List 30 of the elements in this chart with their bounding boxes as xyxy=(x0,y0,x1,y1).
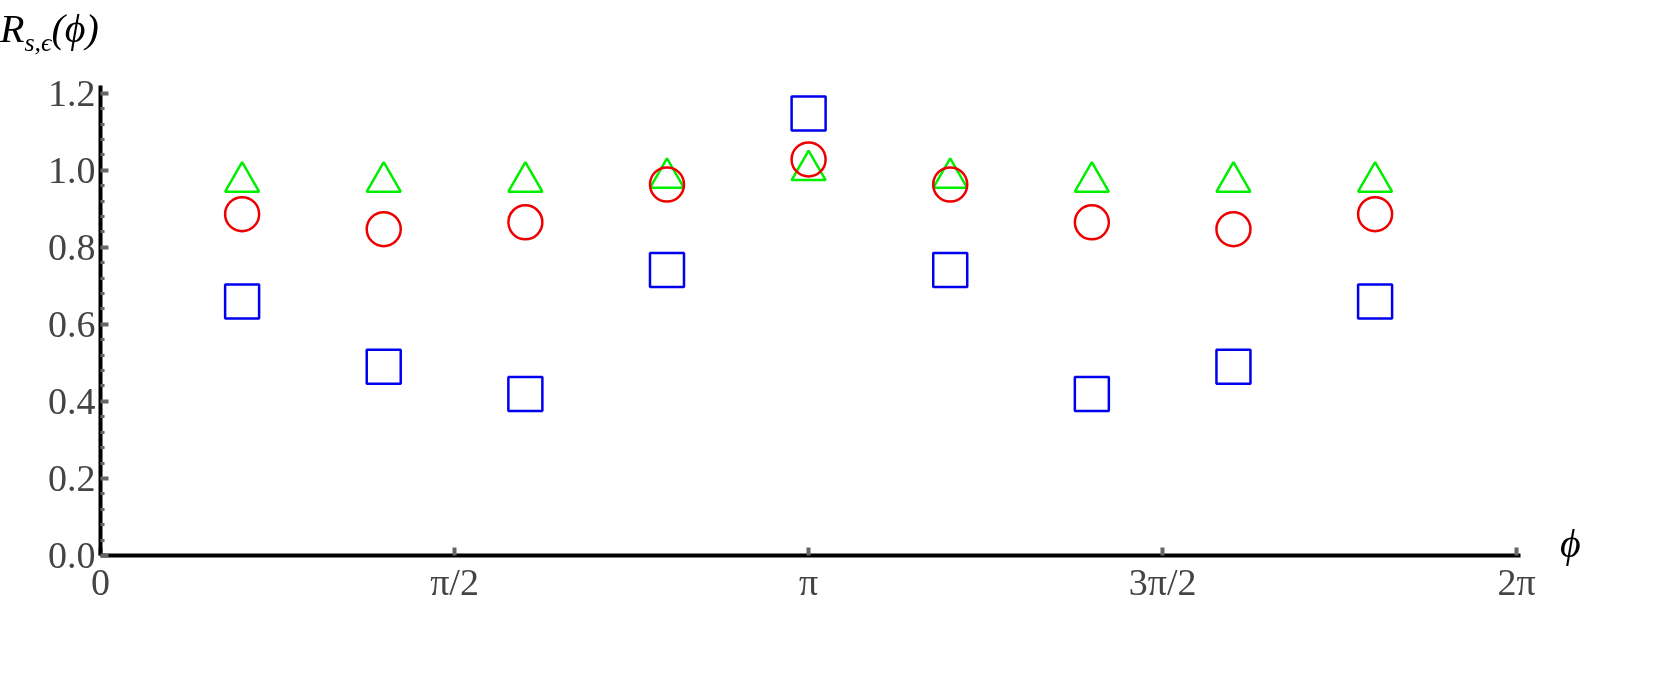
x-tick-label: 2π xyxy=(1497,560,1536,603)
point xyxy=(223,283,261,320)
point xyxy=(648,166,686,203)
point xyxy=(790,95,827,132)
x-tick-label: π/2 xyxy=(430,560,479,603)
point xyxy=(1215,348,1252,385)
point xyxy=(931,166,969,203)
x-axis-title: ϕ xyxy=(1560,520,1581,568)
point xyxy=(1073,204,1111,241)
point xyxy=(365,348,402,385)
y-tick-label: 0.6 xyxy=(48,302,96,345)
point xyxy=(507,375,544,413)
point xyxy=(1356,283,1394,320)
point xyxy=(790,141,827,178)
point xyxy=(223,195,261,233)
y-tick-label: 0.8 xyxy=(48,225,96,268)
point xyxy=(1356,195,1394,233)
point xyxy=(507,204,544,241)
y-tick-label: 1.2 xyxy=(48,71,96,114)
point xyxy=(365,210,402,248)
y-tick-label: 0.2 xyxy=(48,456,96,499)
x-tick-label: 3π/2 xyxy=(1128,560,1197,603)
point xyxy=(648,251,686,289)
point xyxy=(931,251,969,289)
y-tick-label: 1.0 xyxy=(48,148,96,191)
point xyxy=(1073,375,1111,413)
x-tick-label: π xyxy=(799,560,819,603)
y-axis-title: R$_{s,ϵ}$(ϕ) xyxy=(0,5,99,59)
point xyxy=(1215,210,1252,248)
y-tick-label: 0.4 xyxy=(48,379,96,422)
